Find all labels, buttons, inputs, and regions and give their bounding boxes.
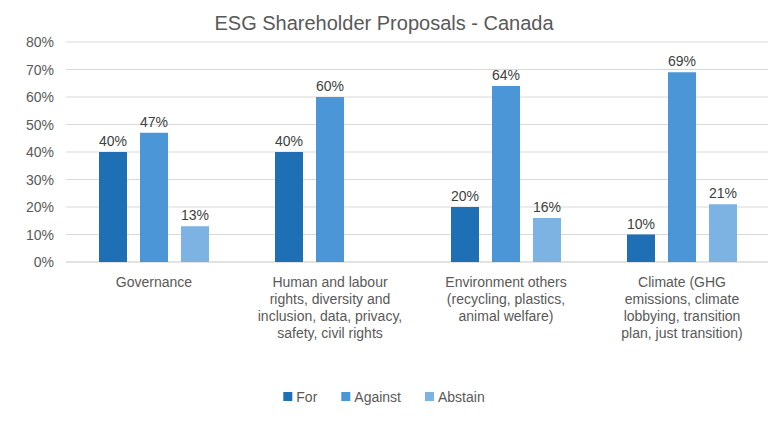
grid-line bbox=[66, 262, 768, 263]
bar bbox=[181, 226, 209, 262]
data-label: 64% bbox=[492, 67, 520, 83]
bar bbox=[492, 86, 520, 262]
x-tick-label: Climate (GHGemissions, climatelobbying, … bbox=[621, 274, 742, 341]
data-label: 10% bbox=[627, 216, 655, 232]
legend-label: For bbox=[296, 389, 317, 405]
data-label: 40% bbox=[99, 133, 127, 149]
x-axis bbox=[66, 262, 768, 263]
data-label: 16% bbox=[533, 199, 561, 215]
y-tick-label: 40% bbox=[26, 144, 54, 160]
y-tick-label: 80% bbox=[26, 34, 54, 50]
legend-swatch bbox=[425, 392, 434, 401]
data-label: 60% bbox=[316, 78, 344, 94]
y-tick-label: 60% bbox=[26, 89, 54, 105]
bar bbox=[709, 204, 737, 262]
bars bbox=[99, 72, 737, 262]
legend: For Against Abstain bbox=[283, 389, 484, 405]
bar bbox=[316, 97, 344, 262]
y-tick-label: 20% bbox=[26, 199, 54, 215]
data-label: 13% bbox=[181, 207, 209, 223]
grid-line bbox=[66, 234, 768, 235]
grid-line bbox=[66, 69, 768, 70]
grid-line bbox=[66, 207, 768, 208]
x-tick-label: Environment others(recycling, plastics,a… bbox=[445, 274, 566, 324]
grid-line bbox=[66, 97, 768, 98]
y-tick-label: 0% bbox=[34, 254, 54, 270]
chart: ESG Shareholder Proposals - Canada 0% 10% 2… bbox=[0, 0, 768, 426]
grid-line bbox=[66, 124, 768, 125]
y-tick-label: 70% bbox=[26, 62, 54, 78]
bar bbox=[627, 235, 655, 263]
bar bbox=[99, 152, 127, 262]
legend-label: Against bbox=[354, 389, 401, 405]
data-label: 40% bbox=[275, 133, 303, 149]
y-tick-label: 50% bbox=[26, 117, 54, 133]
grid-line bbox=[66, 179, 768, 180]
data-labels: 40% 40% 20% 10% 47% 60% 64% 69% 13% 16% 21% bbox=[99, 53, 737, 231]
title: ESG Shareholder Proposals - Canada bbox=[214, 12, 554, 34]
grid-line bbox=[66, 152, 768, 153]
y-tick-label: 30% bbox=[26, 172, 54, 188]
data-label: 69% bbox=[668, 53, 696, 69]
data-label: 21% bbox=[709, 185, 737, 201]
legend-swatch bbox=[341, 392, 350, 401]
x-tick-label: Human and labourrights, diversity andinc… bbox=[258, 274, 402, 341]
legend-swatch bbox=[283, 392, 292, 401]
background bbox=[0, 0, 768, 426]
bar bbox=[533, 218, 561, 262]
grid-line bbox=[66, 42, 768, 43]
bar bbox=[451, 207, 479, 262]
bar bbox=[275, 152, 303, 262]
legend-label: Abstain bbox=[438, 389, 485, 405]
bar bbox=[140, 133, 168, 262]
y-tick-label: 10% bbox=[26, 227, 54, 243]
data-label: 20% bbox=[451, 188, 479, 204]
bar bbox=[668, 72, 696, 262]
data-label: 47% bbox=[140, 114, 168, 130]
x-tick-label: Governance bbox=[116, 274, 192, 290]
